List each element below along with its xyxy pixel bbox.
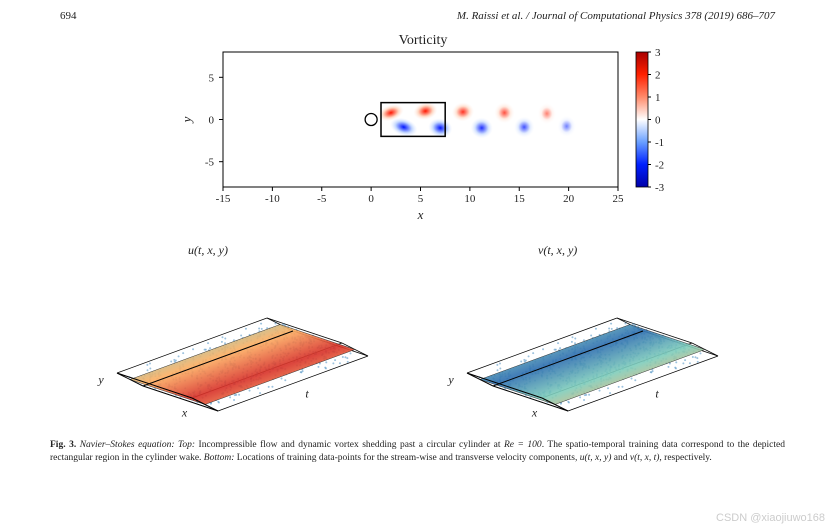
figure-caption: Fig. 3. Navier–Stokes equation: Top: Inc…: [0, 431, 835, 465]
svg-text:y: y: [97, 373, 104, 387]
svg-text:u(t, x, y): u(t, x, y): [188, 243, 228, 257]
svg-text:t: t: [305, 387, 309, 401]
caption-eq2: v(t, x, t): [630, 453, 660, 463]
scatter-row: x y t u(t, x, y) x y t v(t, x, y): [88, 236, 748, 431]
scatter-u: x y t u(t, x, y): [88, 236, 398, 431]
caption-t1: Incompressible flow and dynamic vortex s…: [195, 440, 504, 450]
svg-text:-3: -3: [655, 182, 665, 194]
header-citation: M. Raissi et al. / Journal of Computatio…: [457, 10, 775, 22]
svg-text:5: 5: [417, 193, 423, 205]
svg-text:y: y: [447, 373, 454, 387]
svg-text:10: 10: [464, 193, 476, 205]
vorticity-axes: -15 -10 -5 0 5 10 15 20 25 -5 0 5 x y: [179, 52, 624, 222]
caption-re: Re = 100: [504, 440, 542, 450]
svg-text:t: t: [655, 387, 659, 401]
page-number: 694: [60, 10, 77, 22]
svg-text:x: x: [530, 406, 537, 420]
caption-t4: , respectively.: [659, 453, 711, 463]
caption-eq1: u(t, x, y): [580, 453, 612, 463]
svg-text:x: x: [180, 406, 187, 420]
svg-text:2: 2: [655, 70, 661, 82]
svg-text:0: 0: [655, 115, 661, 127]
figure-3: Vorticity -15-10-50510152025-505xy -3-2-…: [0, 22, 835, 431]
caption-label: Fig. 3.: [50, 440, 76, 450]
svg-text:0: 0: [368, 193, 374, 205]
svg-text:-1: -1: [655, 137, 664, 149]
caption-italic-2: Bottom:: [204, 453, 235, 463]
caption-and: and: [611, 453, 629, 463]
svg-text:0: 0: [208, 115, 214, 127]
svg-text:5: 5: [208, 72, 214, 84]
watermark: CSDN @xiaojiuwo168: [716, 512, 825, 524]
caption-t3: Locations of training data-points for th…: [234, 453, 579, 463]
svg-text:25: 25: [612, 193, 624, 205]
plot-title: Vorticity: [398, 33, 447, 48]
svg-text:3: 3: [655, 47, 661, 59]
svg-text:-2: -2: [655, 160, 664, 172]
vorticity-plot: Vorticity -15-10-50510152025-505xy -3-2-…: [148, 30, 688, 230]
caption-italic-1: Navier–Stokes equation: Top:: [80, 440, 195, 450]
scatter-v: x y t v(t, x, y): [438, 236, 748, 431]
svg-text:v(t, x, y): v(t, x, y): [538, 243, 577, 257]
svg-text:y: y: [179, 116, 194, 124]
svg-text:-5: -5: [204, 157, 214, 169]
page-header: 694 M. Raissi et al. / Journal of Comput…: [0, 0, 835, 22]
svg-text:x: x: [416, 207, 423, 222]
svg-text:-5: -5: [317, 193, 327, 205]
svg-text:-10: -10: [265, 193, 280, 205]
svg-text:15: 15: [513, 193, 525, 205]
svg-text:-15: -15: [215, 193, 230, 205]
svg-text:1: 1: [655, 92, 661, 104]
svg-text:20: 20: [563, 193, 575, 205]
colorbar: -3 -2 -1 0 1 2 3: [636, 47, 665, 194]
